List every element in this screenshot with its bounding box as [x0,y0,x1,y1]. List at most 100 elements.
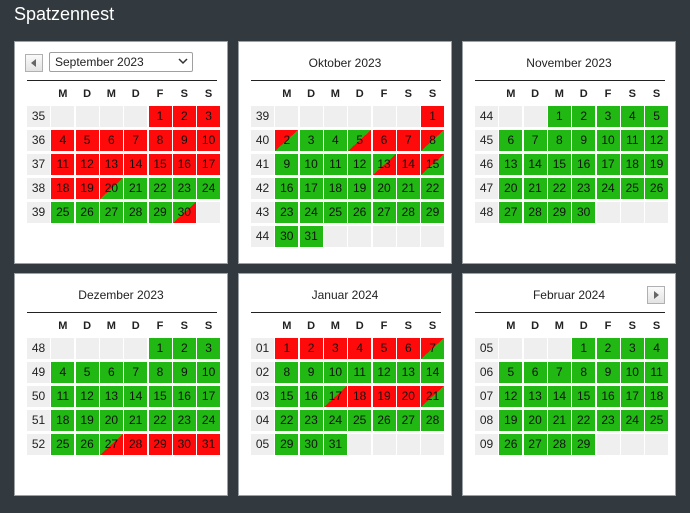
day-arrival[interactable]: 17 [323,386,347,407]
day-available[interactable]: 10 [197,362,221,383]
day-departure[interactable]: 2 [275,130,299,151]
day-available[interactable]: 24 [596,178,620,199]
day-available[interactable]: 28 [396,202,420,223]
day-available[interactable]: 7 [547,362,571,383]
day-available[interactable]: 26 [75,434,99,455]
day-available[interactable]: 27 [523,434,547,455]
day-available[interactable]: 29 [275,434,299,455]
day-available[interactable]: 21 [547,410,571,431]
day-available[interactable]: 23 [172,178,196,199]
day-available[interactable]: 13 [499,154,523,175]
next-month-button[interactable] [647,286,665,304]
day-available[interactable]: 27 [499,202,523,223]
day-departure[interactable]: 7 [421,338,445,359]
month-select[interactable]: September 2023 [49,52,193,72]
day-available[interactable]: 3 [197,338,221,359]
day-available[interactable]: 15 [572,386,596,407]
day-available[interactable]: 26 [348,202,372,223]
day-available[interactable]: 22 [421,178,445,199]
day-available[interactable]: 24 [197,178,221,199]
day-departure[interactable]: 20 [99,178,123,199]
day-available[interactable]: 3 [299,130,323,151]
day-available[interactable]: 4 [51,362,75,383]
day-available[interactable]: 6 [99,362,123,383]
day-available[interactable]: 23 [596,410,620,431]
day-available[interactable]: 1 [572,338,596,359]
day-available[interactable]: 12 [372,362,396,383]
day-available[interactable]: 22 [148,410,172,431]
day-available[interactable]: 29 [547,202,571,223]
day-available[interactable]: 7 [523,130,547,151]
day-available[interactable]: 3 [596,106,620,127]
day-available[interactable]: 30 [299,434,323,455]
day-available[interactable]: 6 [499,130,523,151]
day-available[interactable]: 22 [148,178,172,199]
day-available[interactable]: 19 [348,178,372,199]
day-available[interactable]: 13 [99,386,123,407]
day-departure[interactable]: 21 [421,386,445,407]
day-departure[interactable]: 15 [421,154,445,175]
day-available[interactable]: 25 [348,410,372,431]
day-available[interactable]: 26 [499,434,523,455]
day-available[interactable]: 9 [572,130,596,151]
day-available[interactable]: 9 [299,362,323,383]
day-available[interactable]: 30 [275,226,299,247]
day-available[interactable]: 30 [572,202,596,223]
day-available[interactable]: 10 [299,154,323,175]
day-available[interactable]: 10 [596,130,620,151]
day-available[interactable]: 19 [75,410,99,431]
day-available[interactable]: 16 [572,154,596,175]
day-available[interactable]: 21 [124,410,148,431]
day-available[interactable]: 4 [323,130,347,151]
day-available[interactable]: 22 [572,410,596,431]
day-available[interactable]: 23 [572,178,596,199]
day-available[interactable]: 5 [75,362,99,383]
day-available[interactable]: 2 [172,338,196,359]
day-available[interactable]: 25 [323,202,347,223]
day-available[interactable]: 26 [75,202,99,223]
day-available[interactable]: 13 [523,386,547,407]
day-available[interactable]: 8 [572,362,596,383]
day-available[interactable]: 15 [547,154,571,175]
day-available[interactable]: 9 [596,362,620,383]
day-available[interactable]: 23 [299,410,323,431]
day-available[interactable]: 27 [99,202,123,223]
day-available[interactable]: 18 [645,386,669,407]
day-available[interactable]: 14 [421,362,445,383]
day-available[interactable]: 13 [396,362,420,383]
day-available[interactable]: 25 [51,202,75,223]
day-available[interactable]: 14 [547,386,571,407]
day-available[interactable]: 17 [299,178,323,199]
day-available[interactable]: 16 [275,178,299,199]
day-available[interactable]: 15 [275,386,299,407]
day-departure[interactable]: 8 [421,130,445,151]
day-available[interactable]: 9 [275,154,299,175]
day-available[interactable]: 17 [197,386,221,407]
day-available[interactable]: 16 [596,386,620,407]
day-available[interactable]: 20 [99,410,123,431]
day-available[interactable]: 24 [299,202,323,223]
day-available[interactable]: 31 [323,434,347,455]
day-available[interactable]: 20 [499,178,523,199]
day-available[interactable]: 27 [372,202,396,223]
day-available[interactable]: 25 [645,410,669,431]
day-available[interactable]: 17 [620,386,644,407]
day-available[interactable]: 27 [396,410,420,431]
day-arrival[interactable]: 27 [99,434,123,455]
day-available[interactable]: 24 [620,410,644,431]
day-available[interactable]: 16 [299,386,323,407]
day-available[interactable]: 18 [323,178,347,199]
day-available[interactable]: 10 [620,362,644,383]
day-available[interactable]: 14 [523,154,547,175]
day-available[interactable]: 29 [572,434,596,455]
day-available[interactable]: 8 [275,362,299,383]
day-available[interactable]: 19 [499,410,523,431]
day-available[interactable]: 23 [275,202,299,223]
day-available[interactable]: 1 [547,106,571,127]
day-available[interactable]: 12 [645,130,669,151]
day-available[interactable]: 28 [547,434,571,455]
day-available[interactable]: 9 [172,362,196,383]
day-available[interactable]: 18 [620,154,644,175]
day-available[interactable]: 10 [323,362,347,383]
day-available[interactable]: 15 [148,386,172,407]
